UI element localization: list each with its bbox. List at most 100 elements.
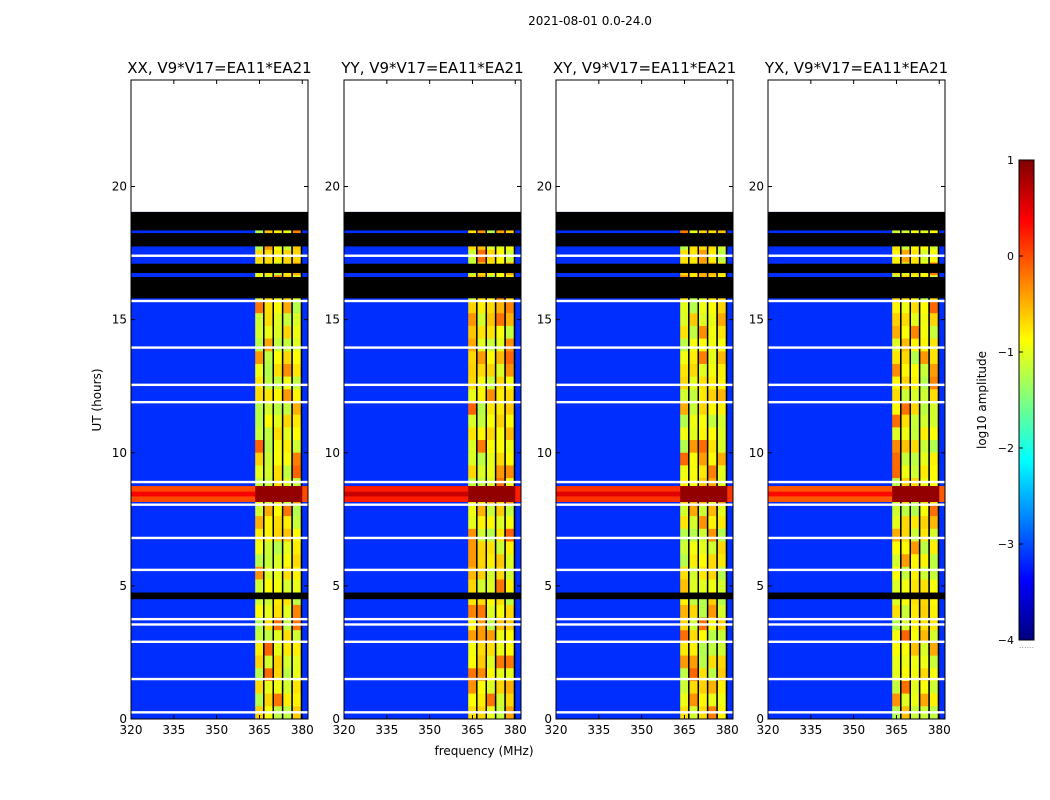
rfi-cell <box>468 338 477 352</box>
rfi-cell <box>680 554 689 568</box>
rfi-cell <box>283 313 292 327</box>
rfi-cell <box>496 427 505 441</box>
rfi-cell <box>292 364 301 377</box>
rfi-cell <box>717 300 726 314</box>
rfi-cell <box>505 604 514 618</box>
rfi-cell <box>255 325 264 339</box>
rfi-cell <box>274 541 282 555</box>
rfi-cell <box>717 478 726 492</box>
time-gap-line <box>556 254 733 257</box>
y-tick-label: 5 <box>544 579 552 593</box>
rfi-cell <box>468 579 477 593</box>
rfi-cell <box>689 427 698 441</box>
rfi-cell <box>292 566 301 580</box>
rfi-cell <box>505 364 514 377</box>
rfi-cell <box>717 630 726 644</box>
rfi-cell <box>487 465 495 479</box>
rfi-cell <box>487 402 495 415</box>
rfi-cell <box>699 440 707 453</box>
rfi-cell <box>487 655 495 669</box>
rfi-cell <box>468 224 477 238</box>
rfi-cell <box>477 376 486 390</box>
rfi-cell <box>487 414 495 428</box>
time-gap-line <box>556 503 733 506</box>
rfi-cell <box>708 300 717 314</box>
rfi-cell <box>717 351 726 365</box>
x-tick-label: 350 <box>630 723 653 737</box>
rfi-cell <box>477 554 486 568</box>
rfi-cell <box>292 642 301 656</box>
rfi-cell <box>496 376 505 390</box>
rfi-cell <box>264 414 273 428</box>
rfi-cell <box>487 681 495 694</box>
rfi-cell <box>255 642 264 656</box>
time-gap-line <box>556 536 733 540</box>
rfi-cell <box>708 224 717 238</box>
rfi-cell <box>264 376 273 390</box>
rfi-cell <box>699 402 707 415</box>
rfi-cell <box>292 465 301 479</box>
rfi-cell <box>680 300 689 314</box>
rfi-cell <box>292 402 301 415</box>
rfi-cell <box>283 364 292 377</box>
rfi-cell <box>468 452 477 466</box>
rfi-cell <box>283 325 292 339</box>
rfi-cell <box>477 389 486 403</box>
x-tick-label: 320 <box>333 723 356 737</box>
rfi-cell <box>283 516 292 530</box>
rfi-cell <box>689 693 698 707</box>
rfi-cell <box>680 414 689 428</box>
rfi-cell <box>487 668 495 682</box>
rfi-cell <box>283 541 292 555</box>
rfi-cell <box>496 338 505 352</box>
rfi-cell <box>477 224 486 238</box>
rfi-cell <box>717 655 726 669</box>
rfi-cell <box>292 604 301 618</box>
rfi-cell <box>717 516 726 530</box>
rfi-cell <box>708 364 717 377</box>
rfi-cell <box>468 364 477 377</box>
rfi-cell <box>717 224 726 238</box>
rfi-cell <box>680 642 689 656</box>
time-gap-line <box>131 346 308 349</box>
flagged-region <box>344 233 521 247</box>
time-gap-line <box>556 400 733 404</box>
flare-core <box>556 491 681 497</box>
rfi-cell <box>292 427 301 441</box>
rfi-cell <box>496 440 505 453</box>
rfi-cell <box>255 668 264 682</box>
time-gap-line <box>556 677 733 681</box>
rfi-cell <box>283 402 292 415</box>
rfi-cell <box>699 604 707 618</box>
x-tick-label: 335 <box>587 723 610 737</box>
rfi-cell <box>689 300 698 314</box>
rfi-cell <box>708 414 717 428</box>
rfi-cell <box>487 604 495 618</box>
rfi-cell <box>689 389 698 403</box>
rfi-cell <box>708 503 717 517</box>
rfi-cell <box>292 503 301 517</box>
rfi-cell <box>283 579 292 593</box>
rfi-cell <box>505 325 514 339</box>
time-gap-line <box>556 299 733 303</box>
panel-0: XX, V9*V17=EA11*EA21 320 335 350 365 380 0 5 10 1… <box>112 59 314 737</box>
rfi-cell <box>255 414 264 428</box>
rfi-cell <box>699 376 707 390</box>
rfi-cell <box>717 465 726 479</box>
flare-rfi-core <box>255 486 303 503</box>
flagged-region <box>131 263 308 274</box>
rfi-cell <box>274 630 282 644</box>
flagged-region <box>344 277 521 299</box>
rfi-cell <box>274 604 282 618</box>
rfi-cell <box>699 389 707 403</box>
rfi-cell <box>487 528 495 542</box>
rfi-cell <box>680 427 689 441</box>
rfi-cell <box>689 566 698 580</box>
rfi-cell <box>264 681 273 694</box>
rfi-cell <box>680 224 689 238</box>
rfi-cell <box>292 452 301 466</box>
rfi-cell <box>468 440 477 453</box>
rfi-cell <box>255 681 264 694</box>
rfi-cell <box>708 528 717 542</box>
